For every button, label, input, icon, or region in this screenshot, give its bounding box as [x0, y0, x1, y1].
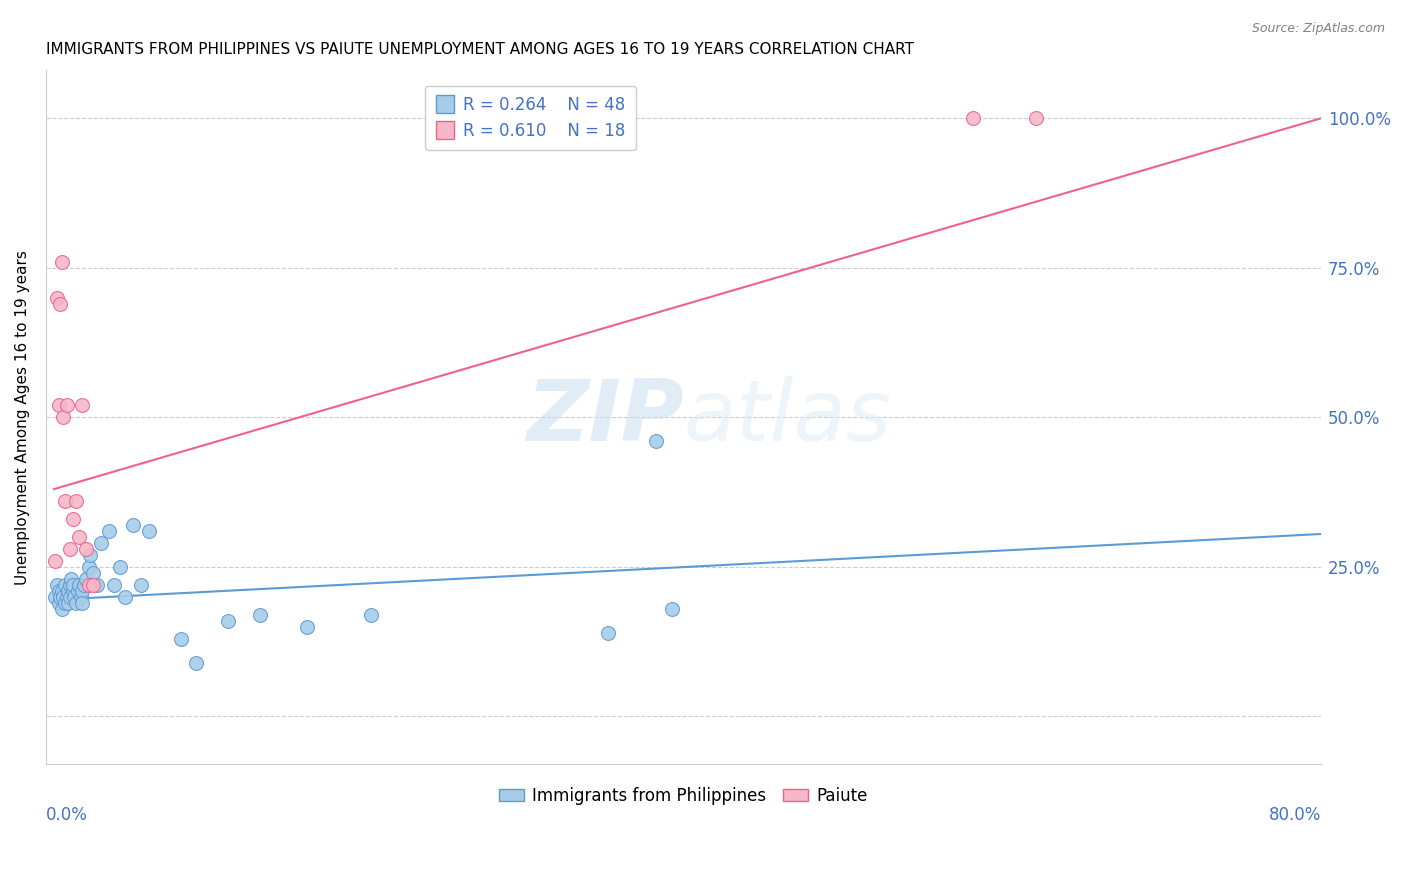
Point [72, 398, 94, 412]
Text: ZIP: ZIP [526, 376, 683, 458]
Text: atlas: atlas [683, 376, 891, 458]
Point [53, 494, 76, 508]
Point [122, 518, 145, 533]
Point [44, 590, 66, 604]
Point [77, 578, 100, 592]
Point [52, 590, 75, 604]
Point [65, 494, 87, 508]
Point [72, 596, 94, 610]
Point [46, 578, 69, 592]
Point [249, 607, 271, 622]
Point [73, 578, 96, 592]
Point [44, 554, 66, 568]
Text: Source: ZipAtlas.com: Source: ZipAtlas.com [1251, 22, 1385, 36]
Point [77, 560, 100, 574]
Point [65, 596, 87, 610]
Text: 0.0%: 0.0% [46, 805, 87, 824]
Point [59, 578, 82, 592]
Point [51, 583, 73, 598]
Text: 80.0%: 80.0% [1268, 805, 1322, 824]
Point [56, 596, 79, 610]
Point [53, 578, 76, 592]
Point [360, 607, 382, 622]
Point [46, 291, 69, 305]
Point [51, 601, 73, 615]
Y-axis label: Unemployment Among Ages 16 to 19 years: Unemployment Among Ages 16 to 19 years [15, 250, 30, 585]
Point [217, 614, 239, 628]
Text: IMMIGRANTS FROM PHILIPPINES VS PAIUTE UNEMPLOYMENT AMONG AGES 16 TO 19 YEARS COR: IMMIGRANTS FROM PHILIPPINES VS PAIUTE UN… [46, 42, 914, 57]
Point [75, 541, 97, 556]
Point [48, 398, 70, 412]
Point [169, 632, 191, 646]
Point [69, 590, 91, 604]
Point [1025, 112, 1047, 126]
Point [56, 583, 79, 598]
Point [98, 524, 121, 538]
Legend: Immigrants from Philippines, Paiute: Immigrants from Philippines, Paiute [492, 780, 875, 812]
Point [53, 596, 76, 610]
Point [661, 601, 683, 615]
Point [186, 656, 208, 670]
Point [114, 590, 136, 604]
Point [51, 255, 73, 269]
Point [60, 572, 83, 586]
Point [110, 560, 132, 574]
Point [48, 583, 70, 598]
Point [59, 541, 82, 556]
Point [90, 536, 112, 550]
Point [67, 530, 90, 544]
Point [103, 578, 125, 592]
Point [66, 583, 89, 598]
Point [82, 566, 104, 580]
Point [962, 112, 984, 126]
Point [67, 578, 90, 592]
Point [52, 410, 75, 425]
Point [62, 512, 84, 526]
Point [59, 590, 82, 604]
Point [138, 524, 160, 538]
Point [297, 620, 319, 634]
Point [644, 434, 666, 449]
Point [79, 548, 101, 562]
Point [129, 578, 152, 592]
Point [49, 296, 72, 310]
Point [62, 583, 84, 598]
Point [598, 625, 620, 640]
Point [63, 590, 86, 604]
Point [55, 398, 77, 412]
Point [75, 572, 97, 586]
Point [48, 596, 70, 610]
Point [72, 583, 94, 598]
Point [62, 578, 84, 592]
Point [86, 578, 108, 592]
Point [82, 578, 104, 592]
Point [55, 590, 77, 604]
Point [49, 590, 72, 604]
